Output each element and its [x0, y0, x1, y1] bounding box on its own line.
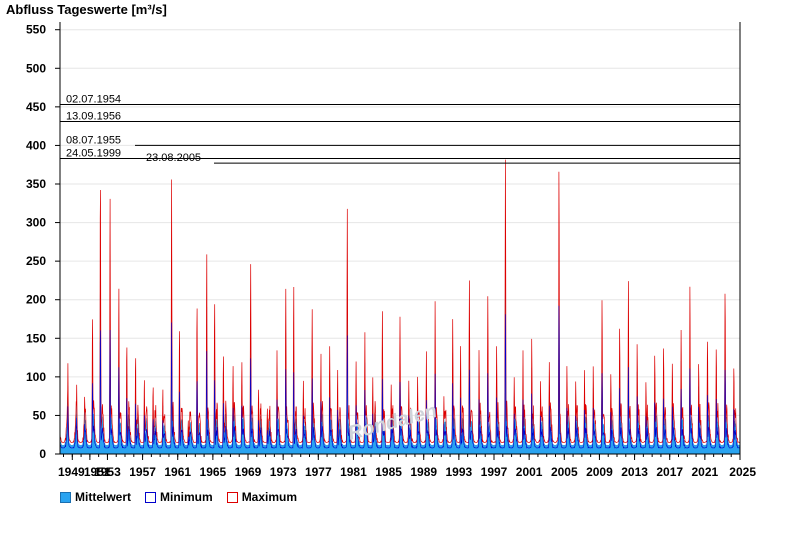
y-tick-label-250: 250 [26, 254, 46, 268]
x-tick-label-2001: 2001 [516, 465, 543, 479]
flood-label-1: 13.09.1956 [66, 111, 121, 123]
x-tick-label-1961: 1961 [164, 465, 191, 479]
x-tick-label-1997: 1997 [481, 465, 508, 479]
x-tick-label-2025: 2025 [729, 465, 756, 479]
grid-lines [60, 29, 740, 416]
minimum-line-path [59, 305, 740, 449]
y-tick-label-350: 350 [26, 177, 46, 191]
x-tick-label-1977: 1977 [305, 465, 332, 479]
x-tick-label-2005: 2005 [551, 465, 578, 479]
maximum-line-path [59, 159, 741, 444]
legend-item-minimum: Minimum [145, 490, 213, 504]
x-tick-label-1949: 1949 [58, 465, 85, 479]
y-tick-label-0: 0 [39, 447, 46, 461]
y-tick-label-200: 200 [26, 293, 46, 307]
legend-item-maximum: Maximum [226, 490, 298, 504]
legend-label-minimum: Minimum [160, 490, 213, 504]
x-tick-label-1985: 1985 [375, 465, 402, 479]
y-tick-label-150: 150 [26, 331, 46, 345]
legend-label-maximum: Maximum [241, 490, 298, 504]
x-tick-label-1969: 1969 [235, 465, 262, 479]
x-tick-label-1957: 1957 [129, 465, 156, 479]
x-tick-label-2009: 2009 [586, 465, 613, 479]
y-tick-label-100: 100 [26, 370, 46, 384]
flood-marker-lines: 02.07.1954 13.09.1956 08.07.1955 24.05.1999… [60, 94, 740, 164]
series-minimum-lines [59, 305, 740, 449]
series-maximum-lines [59, 159, 741, 444]
legend-swatch-minimum [145, 491, 157, 503]
y-tick-label-500: 500 [26, 61, 46, 75]
x-tick-label-1981: 1981 [340, 465, 367, 479]
x-tick-label-1989: 1989 [410, 465, 437, 479]
x-tick-label-1951: 1951 [84, 465, 111, 479]
flood-label-0: 02.07.1954 [66, 94, 121, 106]
y-axis-ticks: 0 50 100 150 200 250 300 350 400 450 500 550 [26, 23, 60, 461]
x-tick-label-1973: 1973 [270, 465, 297, 479]
y-tick-label-450: 450 [26, 100, 46, 114]
x-tick-label-1993: 1993 [446, 465, 473, 479]
y-tick-label-300: 300 [26, 216, 46, 230]
x-tick-label-1965: 1965 [200, 465, 227, 479]
x-tick-label-2021: 2021 [692, 465, 719, 479]
legend-item-mittelwert: Mittelwert [60, 490, 131, 504]
legend-label-mittelwert: Mittelwert [75, 490, 132, 504]
x-tick-label-2013: 2013 [621, 465, 648, 479]
x-tick-label-1953: 1953 [94, 465, 121, 479]
y-tick-label-400: 400 [26, 138, 46, 152]
y-tick-label-50: 50 [33, 408, 47, 422]
chart-title: Abfluss Tageswerte [m³/s] [6, 2, 167, 17]
x-tick-label-2017: 2017 [656, 465, 683, 479]
flood-label-3: 24.05.1999 [66, 148, 121, 160]
legend: Mittelwert Minimum Maximum [60, 490, 297, 504]
axes [59, 22, 741, 455]
legend-swatch-maximum [226, 491, 238, 503]
flood-label-2: 08.07.1955 [66, 134, 121, 146]
flood-label-4: 23.08.2005 [146, 152, 201, 164]
legend-swatch-mittelwert [60, 491, 71, 503]
y-tick-label-550: 550 [26, 23, 46, 37]
